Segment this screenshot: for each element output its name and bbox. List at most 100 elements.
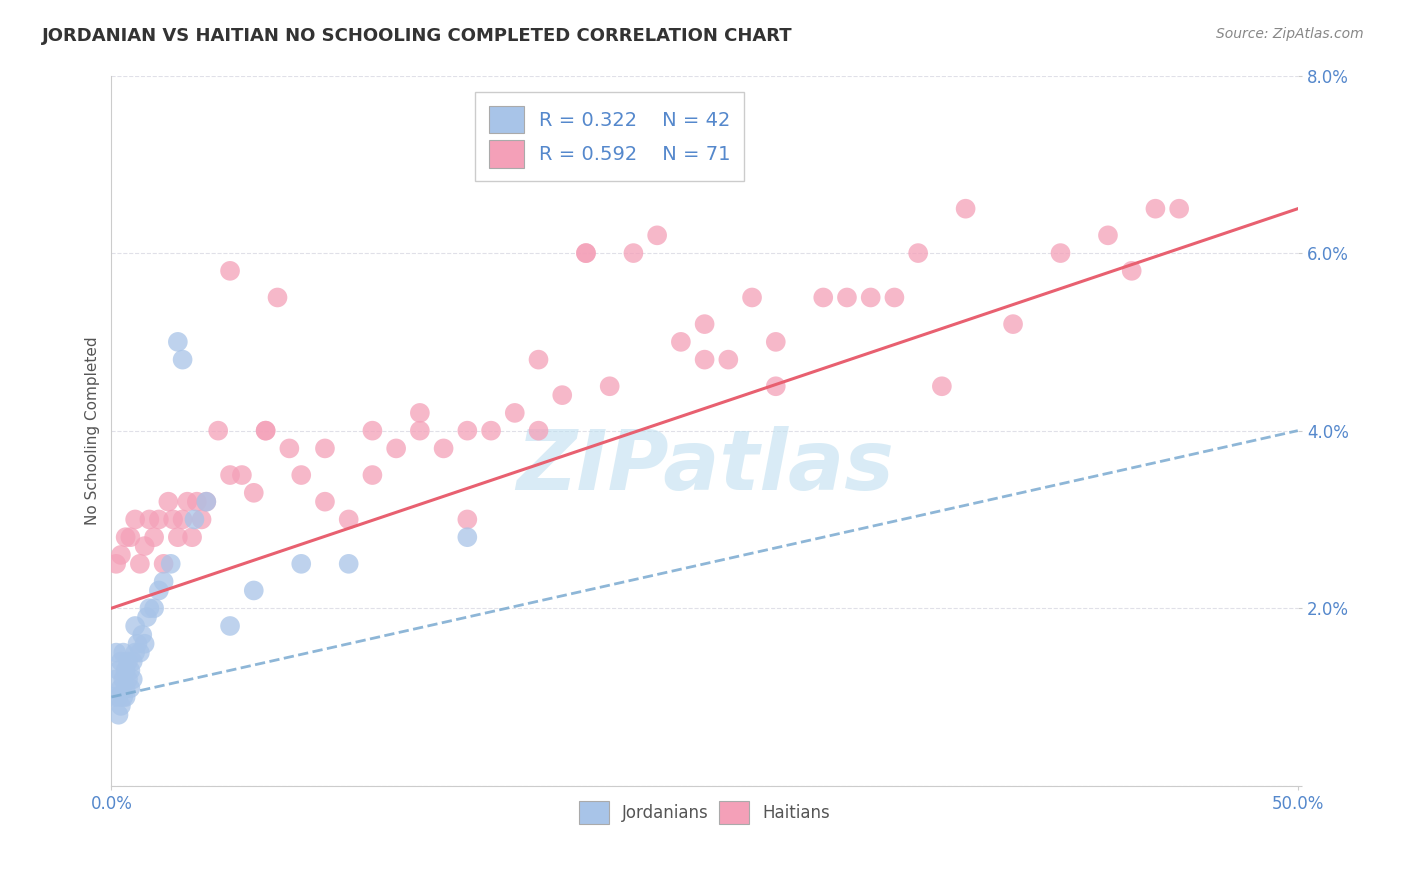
Point: [207, 424, 229, 438]
Point: [527, 424, 550, 438]
Point: [124, 619, 146, 633]
Point: [117, 655, 139, 669]
Point: [105, 557, 128, 571]
Point: [1049, 246, 1071, 260]
Point: [1144, 202, 1167, 216]
Point: [278, 442, 301, 456]
Point: [433, 442, 456, 456]
Point: [669, 334, 692, 349]
Point: [527, 352, 550, 367]
Point: [254, 424, 277, 438]
Point: [128, 646, 150, 660]
Point: [385, 442, 408, 456]
Point: [266, 290, 288, 304]
Point: [361, 424, 384, 438]
Point: [337, 512, 360, 526]
Point: [159, 557, 181, 571]
Point: [114, 530, 136, 544]
Point: [110, 655, 132, 669]
Point: [645, 228, 668, 243]
Point: [143, 530, 166, 544]
Point: [242, 583, 264, 598]
Point: [172, 352, 194, 367]
Point: [190, 512, 212, 526]
Point: [121, 672, 143, 686]
Point: [314, 494, 336, 508]
Point: [114, 681, 136, 695]
Point: [105, 672, 128, 686]
Point: [290, 468, 312, 483]
Point: [138, 601, 160, 615]
Point: [741, 290, 763, 304]
Point: [883, 290, 905, 304]
Point: [314, 442, 336, 456]
Point: [290, 557, 312, 571]
Point: [183, 512, 205, 526]
Point: [152, 557, 174, 571]
Point: [337, 557, 360, 571]
Point: [166, 530, 188, 544]
Point: [859, 290, 882, 304]
Point: [120, 681, 142, 695]
Point: [114, 664, 136, 678]
Point: [955, 202, 977, 216]
Point: [693, 352, 716, 367]
Point: [107, 707, 129, 722]
Point: [623, 246, 645, 260]
Point: [1168, 202, 1191, 216]
Point: [575, 246, 598, 260]
Point: [254, 424, 277, 438]
Point: [117, 672, 139, 686]
Point: [124, 646, 146, 660]
Text: Source: ZipAtlas.com: Source: ZipAtlas.com: [1216, 27, 1364, 41]
Point: [110, 698, 132, 713]
Point: [120, 664, 142, 678]
Point: [107, 690, 129, 704]
Point: [186, 494, 208, 508]
Point: [599, 379, 621, 393]
Point: [551, 388, 574, 402]
Point: [127, 637, 149, 651]
Point: [166, 334, 188, 349]
Point: [112, 690, 135, 704]
Legend: Jordanians, Haitians: Jordanians, Haitians: [569, 790, 841, 834]
Point: [575, 246, 598, 260]
Point: [136, 610, 159, 624]
Point: [120, 530, 142, 544]
Point: [114, 690, 136, 704]
Point: [1121, 264, 1143, 278]
Point: [1002, 317, 1025, 331]
Point: [219, 468, 242, 483]
Point: [110, 548, 132, 562]
Point: [195, 494, 218, 508]
Point: [1097, 228, 1119, 243]
Point: [456, 512, 478, 526]
Point: [181, 530, 204, 544]
Point: [143, 601, 166, 615]
Point: [152, 574, 174, 589]
Point: [148, 583, 170, 598]
Point: [134, 637, 156, 651]
Point: [409, 424, 432, 438]
Point: [765, 334, 787, 349]
Point: [361, 468, 384, 483]
Point: [195, 494, 218, 508]
Point: [110, 681, 132, 695]
Point: [219, 619, 242, 633]
Point: [693, 317, 716, 331]
Point: [128, 557, 150, 571]
Text: JORDANIAN VS HAITIAN NO SCHOOLING COMPLETED CORRELATION CHART: JORDANIAN VS HAITIAN NO SCHOOLING COMPLE…: [42, 27, 793, 45]
Point: [148, 512, 170, 526]
Point: [835, 290, 858, 304]
Point: [162, 512, 184, 526]
Point: [503, 406, 526, 420]
Point: [931, 379, 953, 393]
Point: [103, 690, 125, 704]
Point: [105, 646, 128, 660]
Point: [456, 530, 478, 544]
Point: [107, 664, 129, 678]
Point: [157, 494, 180, 508]
Point: [176, 494, 198, 508]
Point: [121, 655, 143, 669]
Point: [131, 628, 153, 642]
